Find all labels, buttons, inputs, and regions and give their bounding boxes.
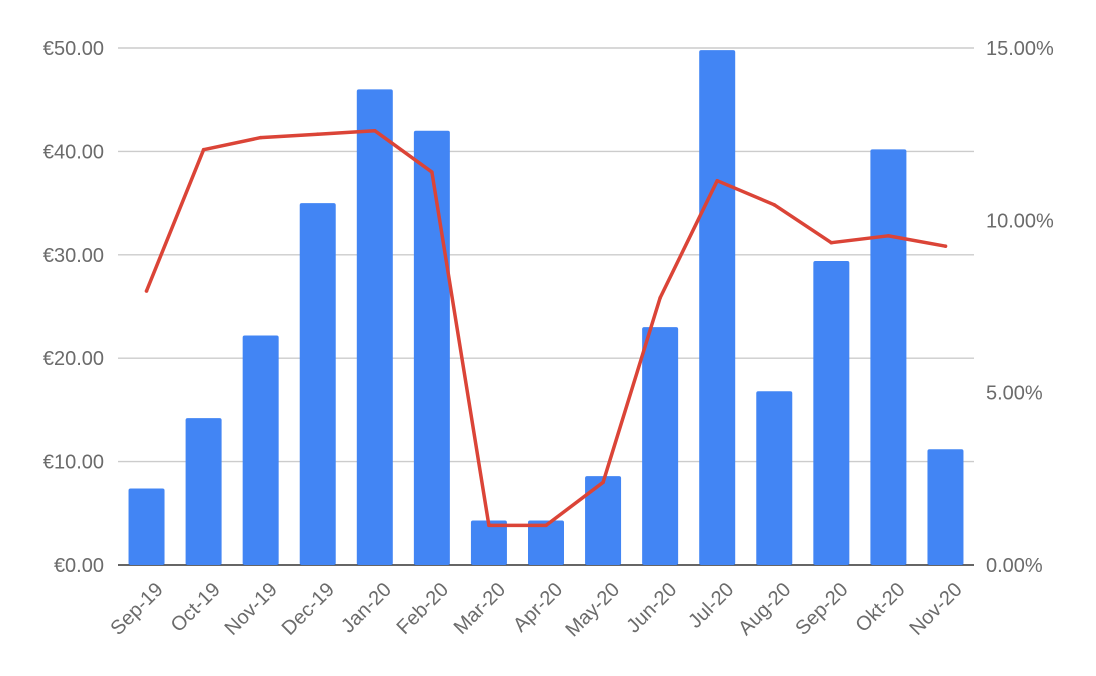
bar <box>413 130 450 565</box>
x-tick-label: Feb-20 <box>393 579 453 639</box>
right-y-tick-label: 15.00% <box>986 38 1054 60</box>
x-tick-label: Aug-20 <box>734 579 795 640</box>
line-point <box>487 523 491 528</box>
line-point <box>601 480 605 485</box>
bar <box>470 520 507 565</box>
x-tick-label: Dec-19 <box>278 579 339 640</box>
x-tick-label: Sep-20 <box>791 579 852 640</box>
line-point <box>373 128 377 133</box>
bar <box>128 488 165 565</box>
bar-series <box>128 50 964 566</box>
bar <box>299 203 336 565</box>
x-tick-label: Jul-20 <box>684 579 738 633</box>
line-point <box>943 244 948 248</box>
bar <box>699 50 736 566</box>
left-y-tick-label: €40.00 <box>43 141 104 163</box>
left-y-tick-label: €50.00 <box>43 38 104 60</box>
line-point <box>315 132 320 136</box>
bar <box>756 391 793 565</box>
left-y-tick-label: €10.00 <box>43 452 104 474</box>
x-axis: Sep-19 Oct-19Nov-19Dec-19Jan-20Feb-20Mar-… <box>107 579 967 642</box>
bar <box>870 149 907 565</box>
bar <box>813 261 850 565</box>
bar <box>585 476 622 565</box>
left-y-axis: €0.00 €10.00 €20.00 €30.00 €40.00 €50.00 <box>43 38 104 577</box>
line-point <box>772 203 777 207</box>
bar <box>356 89 393 566</box>
right-y-tick-label: 0.00% <box>986 555 1043 577</box>
x-tick-label: May-20 <box>561 579 624 642</box>
line-point <box>544 523 548 528</box>
left-y-tick-label: €20.00 <box>43 348 104 370</box>
x-tick-label: Nov-20 <box>905 579 966 640</box>
line-point <box>886 234 891 238</box>
line-point <box>144 289 149 293</box>
line-point <box>430 170 434 174</box>
right-y-tick-label: 5.00% <box>986 383 1043 405</box>
line-series <box>144 128 948 528</box>
bar <box>242 335 279 565</box>
left-y-tick-label: €0.00 <box>54 555 104 577</box>
left-y-tick-label: €30.00 <box>43 245 104 267</box>
x-tick-label: Sep-19 <box>107 579 168 640</box>
right-y-axis: 0.00% 5.00% 10.00% 15.00% <box>986 38 1054 577</box>
bar <box>528 520 564 565</box>
x-tick-label: Apr-20 <box>509 579 567 637</box>
line-point <box>201 147 206 152</box>
bar <box>642 327 679 565</box>
right-y-tick-label: 10.00% <box>986 210 1054 232</box>
line-point <box>658 296 662 300</box>
bar <box>185 418 222 565</box>
x-tick-label: Jun-20 <box>622 579 681 638</box>
line-point <box>715 178 719 183</box>
x-tick-label: Nov-19 <box>221 579 282 640</box>
x-tick-label: Oct-19 <box>167 579 225 637</box>
line-point <box>829 240 834 245</box>
x-tick-label: Jan-20 <box>337 579 396 638</box>
line-point <box>258 135 263 140</box>
x-tick-label: Okt-20 <box>852 579 910 637</box>
bar <box>927 449 964 565</box>
x-tick-label: Mar-20 <box>450 579 510 639</box>
